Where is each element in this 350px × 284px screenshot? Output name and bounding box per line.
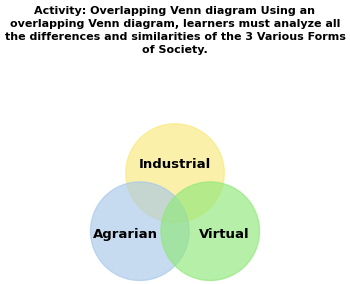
Text: Industrial: Industrial bbox=[139, 158, 211, 171]
Circle shape bbox=[91, 182, 189, 281]
Circle shape bbox=[126, 124, 224, 222]
Text: Agrarian: Agrarian bbox=[93, 228, 158, 241]
Text: Virtual: Virtual bbox=[199, 228, 250, 241]
Text: Activity: Overlapping Venn diagram Using an
overlapping Venn diagram, learners m: Activity: Overlapping Venn diagram Using… bbox=[5, 6, 345, 55]
Circle shape bbox=[161, 182, 259, 281]
